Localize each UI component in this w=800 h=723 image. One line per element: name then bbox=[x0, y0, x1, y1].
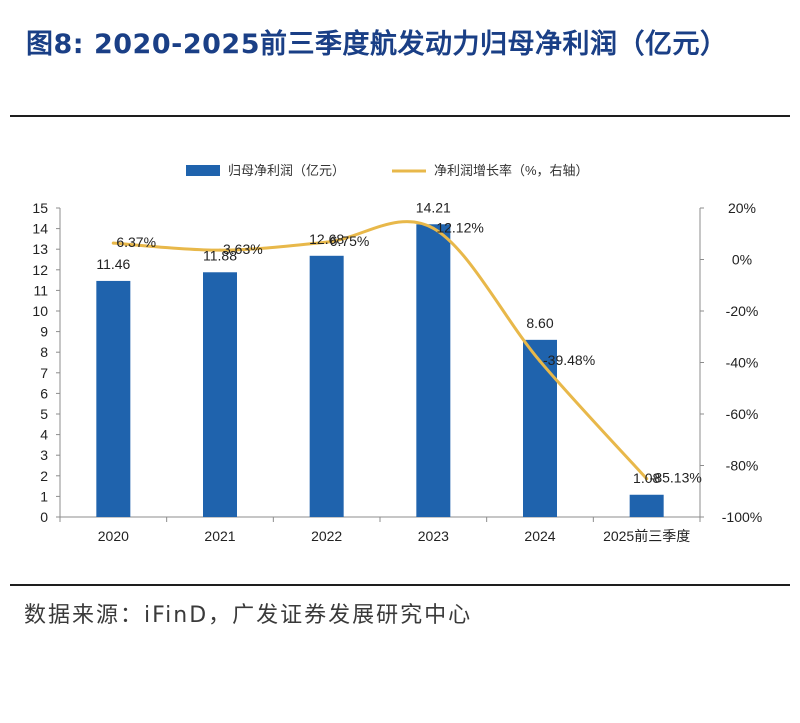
legend-label-bar: 归母净利润（亿元） bbox=[228, 163, 345, 178]
combo-chart: 归母净利润（亿元） 净利润增长率（%，右轴） 012345678910111213… bbox=[32, 163, 762, 544]
x-tick-label: 2024 bbox=[524, 528, 555, 544]
y-left-tick-label: 3 bbox=[40, 447, 48, 463]
x-tick-label: 2025前三季度 bbox=[603, 528, 690, 544]
bar bbox=[629, 494, 664, 517]
growth-rate-label: 12.12% bbox=[436, 219, 483, 235]
bar bbox=[203, 272, 237, 517]
growth-rate-label: 6.75% bbox=[330, 233, 370, 249]
y-right-tick-label: 20% bbox=[728, 200, 756, 216]
legend-label-line: 净利润增长率（%，右轴） bbox=[434, 163, 589, 178]
figure-title: 图8: 2020-2025前三季度航发动力归母净利润（亿元） bbox=[26, 29, 728, 60]
bar-value-label: 1.08 bbox=[633, 470, 660, 486]
line-series bbox=[111, 220, 649, 481]
legend-swatch-bar bbox=[186, 165, 220, 176]
y-left-tick-label: 1 bbox=[40, 488, 48, 504]
top-rule bbox=[10, 115, 790, 117]
y-left-tick-label: 2 bbox=[40, 468, 48, 484]
y-left-tick-label: 10 bbox=[32, 303, 48, 319]
y-left-tick-label: 14 bbox=[32, 221, 48, 237]
bar bbox=[309, 255, 344, 517]
growth-rate-point bbox=[111, 241, 115, 245]
y-left-tick-label: 4 bbox=[40, 427, 48, 443]
chart-axes: 0123456789101112131415-100%-80%-60%-40%-… bbox=[32, 200, 762, 544]
bar-series bbox=[96, 224, 664, 518]
growth-rate-label: -39.48% bbox=[543, 352, 595, 368]
y-left-tick-label: 15 bbox=[32, 200, 48, 216]
x-tick-label: 2022 bbox=[311, 528, 342, 544]
y-left-tick-label: 12 bbox=[32, 262, 48, 278]
x-tick-label: 2023 bbox=[418, 528, 449, 544]
x-tick-label: 2021 bbox=[204, 528, 235, 544]
bar bbox=[523, 339, 557, 517]
y-right-tick-label: -40% bbox=[726, 355, 759, 371]
bar-value-label: 12.68 bbox=[309, 231, 344, 247]
bar-value-label: 11.88 bbox=[203, 247, 237, 263]
y-right-tick-label: -60% bbox=[726, 406, 759, 422]
bar-value-label: 14.21 bbox=[416, 199, 451, 215]
bar bbox=[416, 224, 451, 518]
growth-rate-line bbox=[111, 220, 649, 481]
growth-rate-point bbox=[538, 359, 542, 363]
bar-value-label: 8.60 bbox=[526, 315, 553, 331]
y-right-tick-label: -20% bbox=[726, 303, 759, 319]
y-right-tick-label: -100% bbox=[722, 509, 762, 525]
growth-rate-label: -85.13% bbox=[650, 470, 702, 486]
growth-rate-label: 3.63% bbox=[223, 241, 263, 257]
y-left-tick-label: 11 bbox=[33, 282, 48, 298]
chart-legend: 归母净利润（亿元） 净利润增长率（%，右轴） bbox=[186, 163, 589, 178]
x-tick-label: 2020 bbox=[98, 528, 129, 544]
bottom-rule bbox=[10, 584, 790, 586]
bar bbox=[96, 280, 131, 517]
y-left-tick-label: 9 bbox=[40, 324, 48, 340]
y-right-tick-label: 0% bbox=[732, 252, 752, 268]
y-right-tick-label: -80% bbox=[726, 458, 759, 474]
bar-value-label: 11.46 bbox=[96, 256, 130, 272]
y-left-tick-label: 0 bbox=[40, 509, 48, 525]
y-left-tick-label: 8 bbox=[40, 344, 48, 360]
y-left-tick-label: 5 bbox=[40, 406, 48, 422]
source-note: 数据来源：iFinD，广发证券发展研究中心 bbox=[24, 603, 473, 628]
growth-rate-point bbox=[645, 477, 649, 481]
growth-rate-point bbox=[431, 226, 435, 230]
growth-rate-label: 6.37% bbox=[116, 234, 156, 250]
data-labels: 11.46 11.88 12.68 14.21 8.60 1.08 6.37% 3.63% 6.… bbox=[96, 199, 701, 485]
y-left-tick-label: 13 bbox=[32, 241, 48, 257]
growth-rate-point bbox=[218, 248, 222, 252]
y-left-tick-label: 7 bbox=[40, 365, 48, 381]
y-left-tick-label: 6 bbox=[40, 385, 48, 401]
growth-rate-point bbox=[325, 240, 329, 244]
